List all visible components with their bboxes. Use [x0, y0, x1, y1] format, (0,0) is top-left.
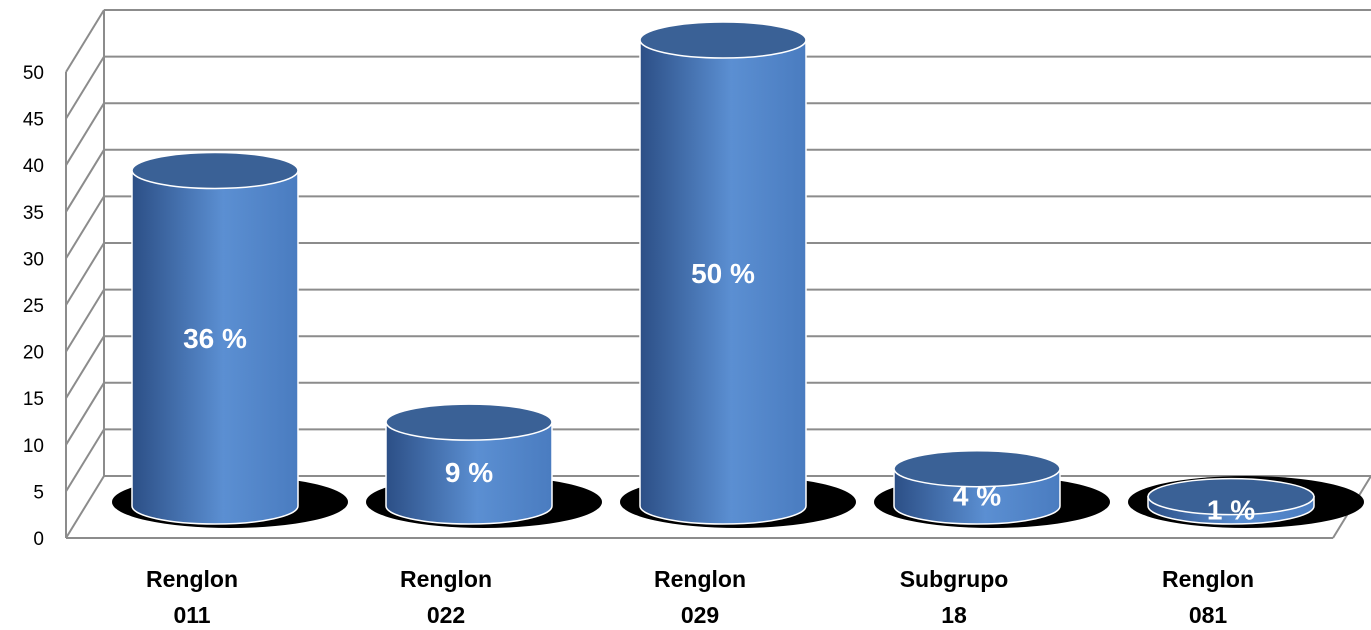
wall-gridline: [65, 335, 105, 399]
bar-top: [1147, 477, 1315, 516]
bar-top: [639, 21, 807, 59]
wall-gridline: [65, 475, 105, 539]
wall-gridline: [65, 428, 105, 492]
y-tick-label: 20: [23, 343, 44, 364]
bar: [385, 421, 553, 525]
wall-gridline: [65, 382, 105, 446]
wall-gridline: [65, 195, 105, 259]
wall-gridline: [65, 102, 105, 166]
x-category-label: Subgrupo 18: [900, 566, 1009, 628]
y-tick-label: 35: [23, 203, 44, 224]
data-label: 36 %: [183, 323, 247, 354]
y-tick-label: 30: [23, 249, 44, 270]
x-category-label: Renglon 011: [146, 566, 238, 628]
data-label: 4 %: [953, 480, 1001, 511]
bars: [131, 21, 1315, 525]
y-tick-label: 40: [23, 156, 44, 177]
y-tick-label: 50: [23, 63, 44, 84]
data-label: 50 %: [691, 258, 755, 289]
y-tick-label: 5: [33, 482, 44, 503]
y-tick-label: 45: [23, 110, 44, 131]
wall-gridline: [65, 56, 105, 120]
y-tick-label: 15: [23, 389, 44, 410]
y-tick-label: 25: [23, 296, 44, 317]
bar-top: [893, 449, 1061, 488]
bar-top: [131, 151, 299, 190]
x-category-label: Renglon 029: [654, 566, 746, 628]
y-tick-label: 0: [33, 529, 44, 550]
wall-gridline: [65, 9, 105, 73]
wall-gridline: [65, 242, 105, 306]
bar: [639, 39, 807, 525]
bar-top: [385, 403, 553, 441]
x-category-label: Renglon 081: [1162, 566, 1254, 628]
bar: [131, 169, 299, 525]
data-labels: 36 % 9 % 50 % 4 % 1 %: [183, 258, 1255, 525]
x-axis-categories: Renglon 011 Renglon 022 Renglon 029 Subgrupo 18…: [146, 566, 1254, 628]
wall-gridline: [65, 289, 105, 353]
data-label: 1 %: [1207, 494, 1255, 525]
wall-gridline: [65, 149, 105, 213]
data-label: 9 %: [445, 457, 493, 488]
x-category-label: Renglon 022: [400, 566, 492, 628]
y-axis-ticks: 0 5 10 15 20 25 30 35 40 45 50: [23, 63, 44, 550]
y-tick-label: 10: [23, 436, 44, 457]
